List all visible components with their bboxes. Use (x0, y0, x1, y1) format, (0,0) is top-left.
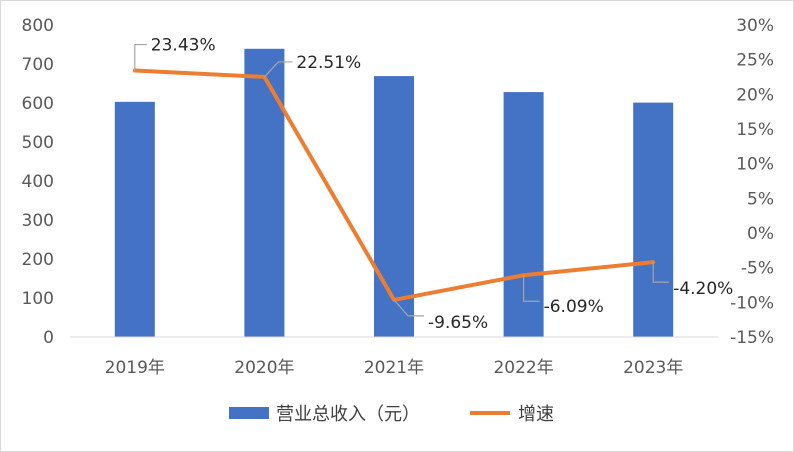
y-right-tick-label: 5% (747, 189, 774, 209)
legend-label-revenue: 营业总收入（元） (276, 404, 420, 425)
y-left-tick-label: 0 (43, 328, 54, 348)
growth-data-label: -4.20% (673, 279, 733, 299)
data-labels: 23.43% 22.51% -9.65% -6.09% -4.20% (151, 36, 734, 333)
revenue-bar (374, 76, 414, 337)
revenue-bar (244, 48, 285, 337)
x-tick-label: 2022年 (493, 358, 553, 378)
y-left-axis: 0 100 200 300 400 500 600 700 800 (22, 16, 54, 348)
legend-label-growth: 增速 (518, 404, 554, 425)
y-left-tick-label: 100 (22, 289, 54, 309)
label-leader (522, 275, 540, 302)
y-left-tick-label: 700 (22, 55, 54, 75)
growth-data-label: -6.09% (544, 297, 604, 317)
legend: 营业总收入（元） 增速 (229, 404, 554, 425)
y-right-tick-label: 10% (736, 155, 774, 175)
label-leader (652, 262, 670, 283)
y-left-tick-label: 400 (22, 172, 54, 192)
y-right-tick-label: -15% (730, 328, 774, 348)
y-left-tick-label: 200 (22, 250, 54, 270)
y-right-tick-label: -5% (741, 259, 774, 279)
y-left-tick-label: 300 (22, 211, 54, 231)
growth-data-label: -9.65% (428, 313, 488, 333)
x-tick-label: 2023年 (623, 358, 683, 378)
y-right-tick-label: 20% (736, 85, 774, 105)
y-right-tick-label: 30% (736, 16, 774, 36)
growth-data-label: 22.51% (296, 53, 361, 73)
x-tick-label: 2019年 (105, 358, 165, 378)
y-right-axis: -15% -10% -5% 0% 5% 10% 15% 20% 25% 30% (730, 16, 774, 348)
growth-data-label: 23.43% (151, 36, 216, 56)
y-right-tick-label: 25% (736, 51, 774, 71)
x-axis: 2019年 2020年 2021年 2022年 2023年 (105, 358, 684, 378)
label-leader-lines (134, 43, 670, 317)
revenue-bar (633, 102, 674, 337)
label-leader (134, 43, 147, 71)
x-tick-label: 2021年 (364, 358, 424, 378)
x-tick-label: 2020年 (234, 358, 294, 378)
y-left-tick-label: 600 (22, 94, 54, 114)
y-right-tick-label: -10% (730, 293, 774, 313)
y-left-tick-label: 800 (22, 16, 54, 36)
y-right-tick-label: 15% (736, 120, 774, 140)
y-right-tick-label: 0% (747, 224, 774, 244)
revenue-bar (114, 101, 155, 337)
label-leader (263, 61, 293, 78)
label-leader (393, 299, 424, 317)
legend-swatch-revenue (229, 407, 269, 419)
y-left-tick-label: 500 (22, 133, 54, 153)
